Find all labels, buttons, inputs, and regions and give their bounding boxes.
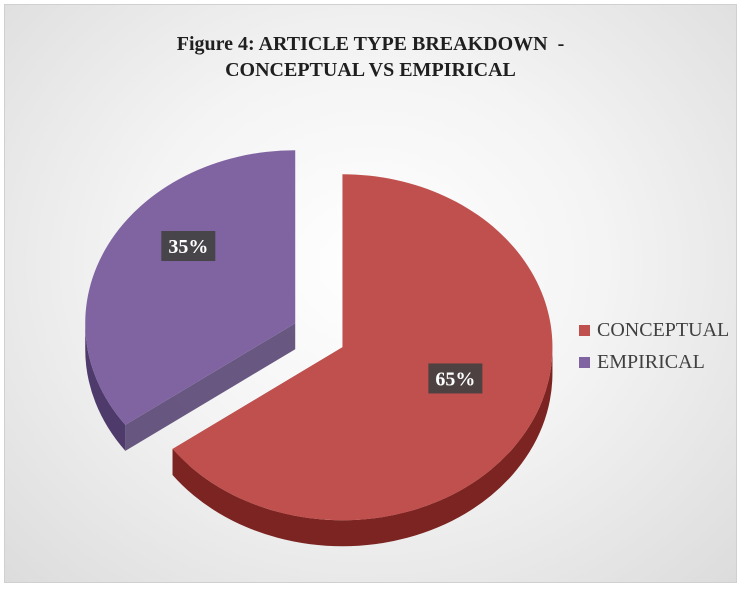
legend-swatch-conceptual (579, 324, 590, 336)
legend-item-conceptual: CONCEPTUAL (579, 314, 729, 346)
data-label-box-conceptual (428, 363, 483, 394)
pie-slice-empirical (85, 150, 296, 425)
pie-chart: 65% 35% (85, 150, 553, 547)
pie-slice-conceptual (172, 174, 553, 521)
data-label-text-conceptual: 65% (435, 368, 475, 390)
slice-side-conceptual (172, 347, 553, 547)
data-label-empirical: 35% (161, 231, 216, 262)
legend-label-empirical: EMPIRICAL (597, 350, 705, 373)
legend-item-empirical: EMPIRICAL (579, 346, 729, 378)
chart-title-line-2: CONCEPTUAL VS EMPIRICAL (225, 59, 516, 81)
legend: CONCEPTUAL EMPIRICAL (579, 314, 729, 378)
legend-swatch-empirical (579, 356, 590, 368)
slice-side-empirical (85, 323, 126, 451)
data-label-box-empirical (161, 231, 216, 262)
chart-title-line-1: Figure 4: ARTICLE TYPE BREAKDOWN - (176, 33, 565, 55)
legend-label-conceptual: CONCEPTUAL (597, 318, 730, 341)
data-label-text-empirical: 35% (168, 236, 208, 258)
chart-area: Figure 4: ARTICLE TYPE BREAKDOWN - CONCE… (4, 4, 737, 583)
chart-title: Figure 4: ARTICLE TYPE BREAKDOWN - CONCE… (5, 31, 736, 83)
data-label-conceptual: 65% (428, 363, 483, 394)
slice-edge-empirical-0 (125, 323, 296, 451)
